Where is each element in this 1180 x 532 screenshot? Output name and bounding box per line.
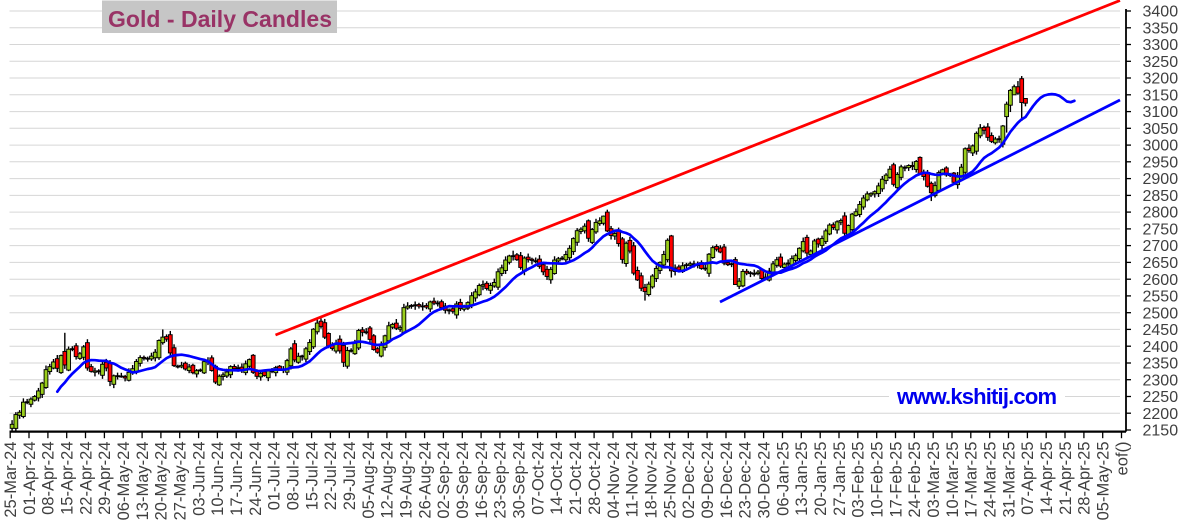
svg-text:24-Feb-25: 24-Feb-25 <box>906 442 924 518</box>
svg-text:08-Apr-24: 08-Apr-24 <box>40 442 58 515</box>
svg-text:13-May-24: 13-May-24 <box>134 442 152 521</box>
svg-text:22-Jul-24: 22-Jul-24 <box>322 442 340 511</box>
svg-text:02-Dec-24: 02-Dec-24 <box>680 442 698 519</box>
svg-text:2150: 2150 <box>1143 423 1179 440</box>
svg-text:29-Apr-24: 29-Apr-24 <box>96 442 114 515</box>
svg-text:3250: 3250 <box>1143 54 1179 71</box>
svg-text:30-Sep-24: 30-Sep-24 <box>511 442 529 519</box>
svg-text:01-Apr-24: 01-Apr-24 <box>21 442 39 515</box>
svg-text:3150: 3150 <box>1143 87 1179 104</box>
svg-text:2300: 2300 <box>1143 372 1179 389</box>
svg-text:2700: 2700 <box>1143 238 1179 255</box>
svg-text:25-Mar-24: 25-Mar-24 <box>2 442 20 518</box>
svg-text:15-Apr-24: 15-Apr-24 <box>59 442 77 515</box>
svg-text:26-Aug-24: 26-Aug-24 <box>416 442 434 519</box>
svg-text:2900: 2900 <box>1143 171 1179 188</box>
svg-text:12-Aug-24: 12-Aug-24 <box>379 442 397 519</box>
svg-text:20-Jan-25: 20-Jan-25 <box>812 442 830 516</box>
svg-text:19-Aug-24: 19-Aug-24 <box>398 442 416 519</box>
svg-text:22-Apr-24: 22-Apr-24 <box>77 442 95 515</box>
svg-text:06-May-24: 06-May-24 <box>115 442 133 521</box>
svg-text:17-Jun-24: 17-Jun-24 <box>228 442 246 516</box>
svg-text:2850: 2850 <box>1143 188 1179 205</box>
svg-text:17-Mar-25: 17-Mar-25 <box>963 442 981 518</box>
svg-text:3350: 3350 <box>1143 20 1179 37</box>
svg-text:3300: 3300 <box>1143 37 1179 54</box>
svg-text:07-Oct-24: 07-Oct-24 <box>529 442 547 515</box>
svg-text:27-May-24: 27-May-24 <box>172 442 190 521</box>
svg-text:2800: 2800 <box>1143 205 1179 222</box>
svg-text:3400: 3400 <box>1143 4 1179 21</box>
svg-text:09-Dec-24: 09-Dec-24 <box>699 442 717 519</box>
svg-text:10-Mar-25: 10-Mar-25 <box>944 442 962 518</box>
svg-text:04-Nov-24: 04-Nov-24 <box>605 442 623 519</box>
svg-text:3200: 3200 <box>1143 71 1179 88</box>
svg-text:24-Mar-25: 24-Mar-25 <box>982 442 1000 518</box>
svg-text:2650: 2650 <box>1143 255 1179 272</box>
svg-text:09-Sep-24: 09-Sep-24 <box>454 441 472 518</box>
svg-text:29-Jul-24: 29-Jul-24 <box>341 442 359 511</box>
svg-text:2950: 2950 <box>1143 154 1179 171</box>
svg-text:23-Sep-24: 23-Sep-24 <box>492 442 510 519</box>
svg-text:13-Jan-25: 13-Jan-25 <box>793 442 811 516</box>
svg-text:2450: 2450 <box>1143 322 1179 339</box>
svg-text:10-Jun-24: 10-Jun-24 <box>209 442 227 516</box>
svg-text:06-Jan-25: 06-Jan-25 <box>774 442 792 516</box>
svg-text:25-Nov-24: 25-Nov-24 <box>661 442 679 519</box>
svg-text:11-Nov-24: 11-Nov-24 <box>624 442 642 518</box>
svg-text:3000: 3000 <box>1143 138 1179 155</box>
svg-text:07-Apr-25: 07-Apr-25 <box>1019 442 1037 515</box>
svg-text:24-Jun-24: 24-Jun-24 <box>247 442 265 516</box>
svg-text:2500: 2500 <box>1143 305 1179 322</box>
svg-text:23-Dec-24: 23-Dec-24 <box>737 442 755 519</box>
svg-text:02-Sep-24: 02-Sep-24 <box>435 442 453 519</box>
svg-text:14-Apr-25: 14-Apr-25 <box>1038 442 1056 515</box>
svg-text:05-May-25: 05-May-25 <box>1095 442 1113 521</box>
svg-text:2350: 2350 <box>1143 356 1179 373</box>
svg-text:3050: 3050 <box>1143 121 1179 138</box>
svg-text:21-Apr-25: 21-Apr-25 <box>1057 442 1075 515</box>
svg-text:17-Feb-25: 17-Feb-25 <box>887 442 905 518</box>
svg-text:2750: 2750 <box>1143 222 1179 239</box>
svg-text:28-Oct-24: 28-Oct-24 <box>586 442 604 515</box>
svg-text:16-Dec-24: 16-Dec-24 <box>718 442 736 519</box>
svg-text:www.kshitij.com: www.kshitij.com <box>896 384 1057 409</box>
svg-text:20-May-24: 20-May-24 <box>153 442 171 521</box>
svg-text:21-Oct-24: 21-Oct-24 <box>567 442 585 515</box>
svg-text:03-Feb-25: 03-Feb-25 <box>850 442 868 518</box>
svg-text:03-Mar-25: 03-Mar-25 <box>925 442 943 518</box>
svg-text:2400: 2400 <box>1143 339 1179 356</box>
svg-text:16-Sep-24: 16-Sep-24 <box>473 442 491 519</box>
svg-text:15-Jul-24: 15-Jul-24 <box>303 442 321 511</box>
svg-text:2200: 2200 <box>1143 406 1179 423</box>
svg-text:31-Mar-25: 31-Mar-25 <box>1000 442 1018 518</box>
svg-text:10-Feb-25: 10-Feb-25 <box>869 442 887 518</box>
svg-text:28-Apr-25: 28-Apr-25 <box>1076 442 1094 515</box>
svg-text:14-Oct-24: 14-Oct-24 <box>548 442 566 515</box>
svg-text:18-Nov-24: 18-Nov-24 <box>642 442 660 519</box>
svg-text:2550: 2550 <box>1143 289 1179 306</box>
svg-text:03-Jun-24: 03-Jun-24 <box>190 442 208 516</box>
svg-text:2250: 2250 <box>1143 389 1179 406</box>
svg-text:3100: 3100 <box>1143 104 1179 121</box>
svg-text:08-Jul-24: 08-Jul-24 <box>285 442 303 511</box>
svg-text:01-Jul-24: 01-Jul-24 <box>266 442 284 511</box>
svg-text:eof(): eof() <box>1113 442 1131 476</box>
svg-text:27-Jan-25: 27-Jan-25 <box>831 442 849 516</box>
svg-text:05-Aug-24: 05-Aug-24 <box>360 442 378 519</box>
svg-text:30-Dec-24: 30-Dec-24 <box>755 442 773 519</box>
svg-text:Gold - Daily Candles: Gold - Daily Candles <box>108 6 332 32</box>
svg-text:2600: 2600 <box>1143 272 1179 289</box>
